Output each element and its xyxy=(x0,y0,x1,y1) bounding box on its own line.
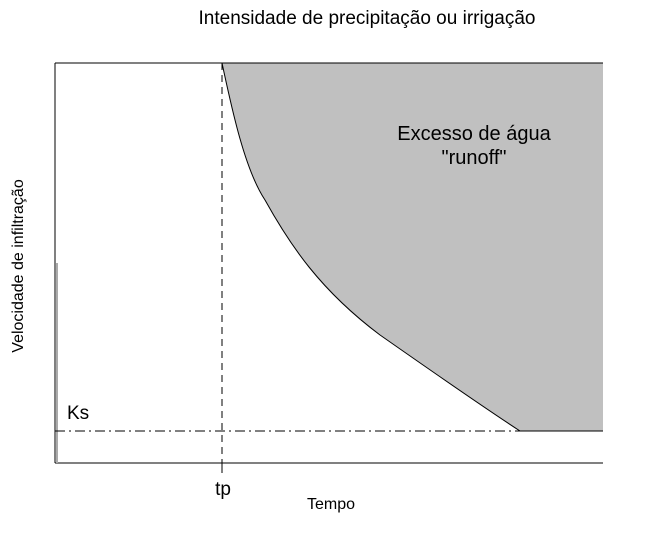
y-axis-label: Velocidade de infiltração xyxy=(10,179,27,353)
infiltration-curve xyxy=(221,62,603,432)
tp-label: tp xyxy=(215,479,231,500)
x-axis-label: Tempo xyxy=(307,496,355,513)
title: Intensidade de precipitação ou irrigação xyxy=(199,8,536,29)
ks-label: Ks xyxy=(67,403,89,424)
region-label: Excesso de água xyxy=(397,123,551,145)
runoff-region xyxy=(222,63,603,431)
region-label: "runoff" xyxy=(442,147,507,169)
